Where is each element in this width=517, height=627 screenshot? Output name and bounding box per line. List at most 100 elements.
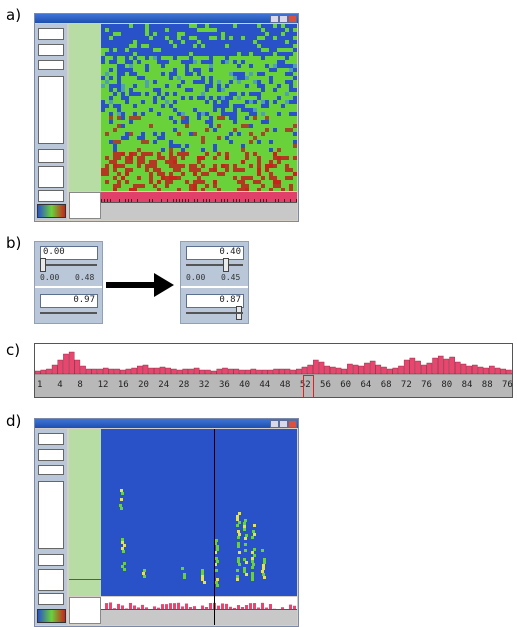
heat-cell — [105, 84, 109, 88]
heat-cell — [241, 36, 245, 40]
close-button-d[interactable] — [288, 420, 297, 428]
heat-cell — [277, 56, 281, 60]
control-box-d2[interactable] — [38, 449, 64, 461]
heat-cell — [273, 124, 277, 128]
heat-cell — [129, 100, 133, 104]
control-box-d5[interactable] — [38, 569, 64, 591]
heat-cell — [141, 112, 145, 116]
heat-cell — [109, 80, 113, 84]
heatmap-svg — [101, 24, 297, 191]
heat-cell — [193, 80, 197, 84]
heat-cell — [257, 100, 261, 104]
control-box-d6[interactable] — [38, 593, 64, 605]
heat-cell — [141, 120, 145, 124]
heat-cell — [169, 24, 173, 28]
heat-cell — [216, 584, 219, 587]
control-box-1[interactable] — [38, 28, 64, 40]
control-box-3[interactable] — [38, 60, 64, 70]
heat-cell — [205, 136, 209, 140]
bottom-slider-track[interactable] — [40, 312, 97, 314]
heat-cell — [225, 72, 229, 76]
heat-cell — [145, 28, 149, 32]
heat-cell — [265, 116, 269, 120]
heat-cell — [229, 164, 233, 168]
slider-track[interactable] — [40, 264, 97, 266]
heat-cell — [109, 148, 113, 152]
heat-cell — [209, 100, 213, 104]
heat-cell — [277, 148, 281, 152]
maximize-button[interactable] — [279, 15, 288, 23]
control-list[interactable] — [38, 76, 64, 144]
heat-cell — [225, 80, 229, 84]
minimize-button-d[interactable] — [270, 420, 279, 428]
heat-cell — [289, 28, 293, 32]
control-list-d[interactable] — [38, 481, 64, 549]
control-box-d3[interactable] — [38, 465, 64, 475]
corner-box — [69, 192, 101, 219]
close-button[interactable] — [288, 15, 297, 23]
heat-cell — [249, 48, 253, 52]
control-box-5[interactable] — [38, 166, 64, 188]
slider-thumb-moved[interactable] — [223, 258, 229, 272]
heat-cell — [225, 32, 229, 36]
summary-bar — [68, 351, 75, 375]
heat-cell — [177, 64, 181, 68]
control-box-6[interactable] — [38, 190, 64, 202]
heat-cell — [145, 36, 149, 40]
control-box-2[interactable] — [38, 44, 64, 56]
heat-cell — [197, 112, 201, 116]
control-box-d4[interactable] — [38, 554, 64, 566]
heat-cell — [161, 92, 165, 96]
horizontal-scale[interactable] — [101, 202, 297, 220]
heat-cell — [125, 68, 129, 72]
heat-cell — [261, 120, 265, 124]
top-value-field[interactable]: 0.00 — [40, 246, 98, 260]
slider-thumb-left[interactable] — [40, 258, 46, 272]
heat-cell — [157, 116, 161, 120]
heat-cell — [105, 108, 109, 112]
heat-cell — [193, 144, 197, 148]
bottom-slider-track-after[interactable] — [186, 312, 243, 314]
heat-cell — [161, 100, 165, 104]
heat-cell — [173, 56, 177, 60]
heat-cell — [253, 104, 257, 108]
heat-cell — [145, 144, 149, 148]
summary-bar — [449, 356, 455, 375]
heat-cell — [257, 188, 261, 191]
heat-cell — [161, 40, 165, 44]
heat-cell — [229, 156, 233, 160]
heat-cell — [289, 112, 293, 116]
heat-cell — [253, 156, 257, 160]
summary-bar — [443, 358, 450, 375]
heat-cell — [257, 56, 261, 60]
heat-cell — [109, 76, 113, 80]
heat-cell — [205, 148, 209, 152]
heat-cell — [157, 64, 161, 68]
heat-cell — [225, 68, 229, 72]
strip-bar — [117, 603, 120, 612]
heat-cell — [185, 140, 189, 144]
cursor-line[interactable] — [214, 429, 215, 625]
maximize-button-d[interactable] — [279, 420, 288, 428]
heat-cell — [145, 156, 149, 160]
slider-track-after[interactable] — [186, 264, 243, 266]
control-box-d1[interactable] — [38, 433, 64, 445]
heat-cell — [233, 184, 237, 188]
position-scale[interactable]: 1 4 8 12 16 20 24 28 32 36 40 44 48 52 56 60 64 68 72 76 80 8… — [34, 375, 513, 398]
bottom-value-field[interactable]: 0.97 — [40, 294, 98, 308]
heat-cell — [101, 184, 105, 188]
heat-cell — [137, 184, 141, 188]
heat-cell — [213, 60, 217, 64]
heat-cell — [273, 80, 277, 84]
minimize-button[interactable] — [270, 15, 279, 23]
heat-cell — [281, 24, 285, 28]
heat-cell — [141, 80, 145, 84]
heat-cell — [213, 180, 217, 184]
selection-marker[interactable] — [303, 375, 314, 398]
heat-cell — [209, 124, 213, 128]
control-box-4[interactable] — [38, 149, 64, 163]
heat-cell — [233, 132, 237, 136]
horizontal-scale-d[interactable] — [101, 609, 297, 625]
top-value-field-after[interactable]: 0.40 — [186, 246, 244, 260]
bottom-value-field-after[interactable]: 0.87 — [186, 294, 244, 308]
